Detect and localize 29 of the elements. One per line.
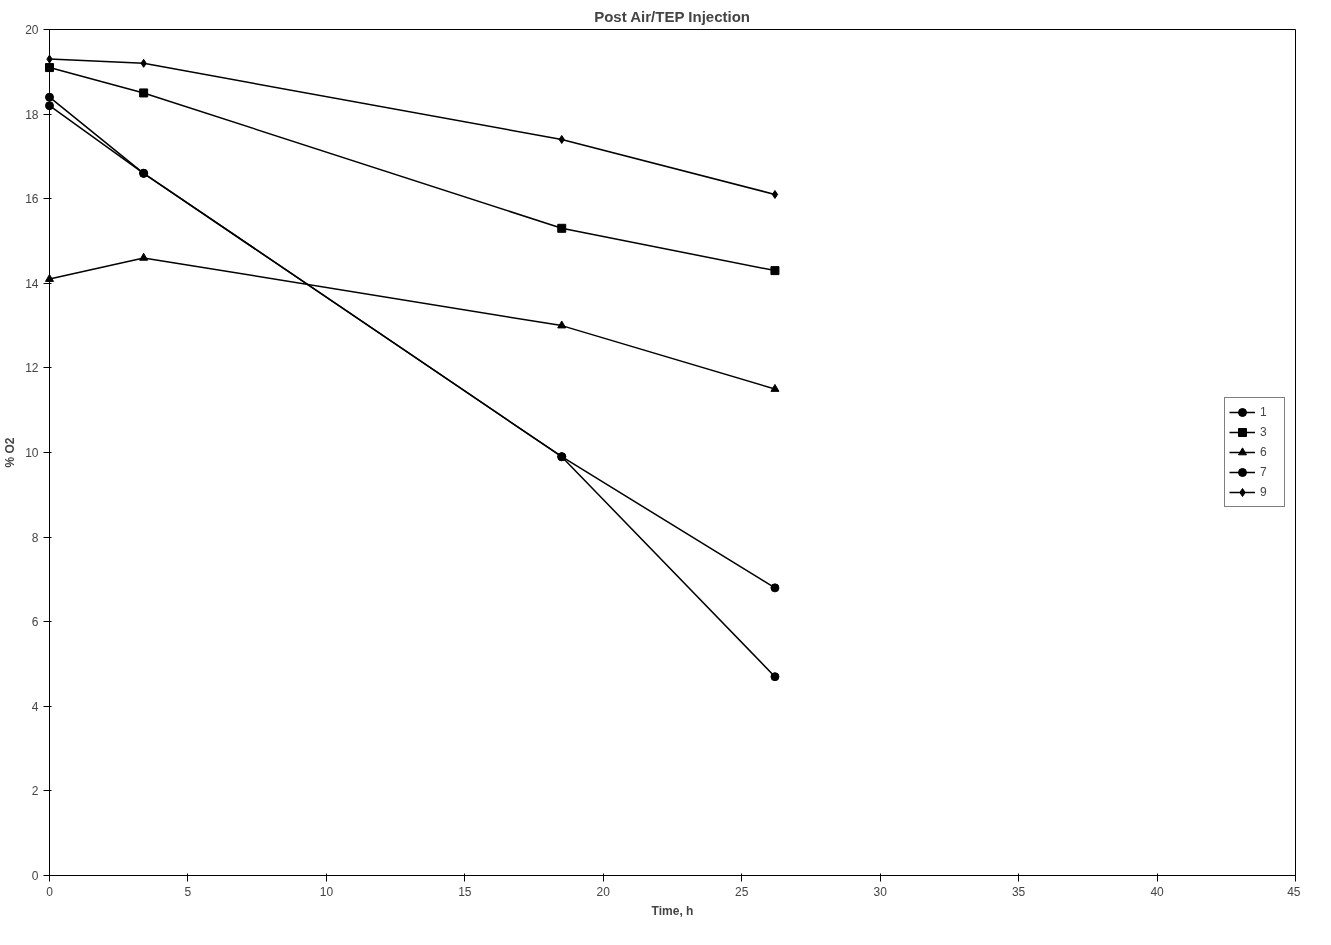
x-tick-label: 45 [1287,884,1301,899]
y-axis-title: % O2 [3,437,18,468]
x-tick-label: 20 [596,884,611,899]
legend-label: 6 [1260,444,1268,461]
y-tick-label: 10 [25,446,39,460]
y-tick-label: 8 [31,530,39,545]
y-tick-label: 0 [31,869,39,883]
y-tick-label: 20 [25,23,39,37]
x-tick-label: 25 [735,884,749,899]
x-tick-label: 15 [458,884,472,899]
legend-label: 3 [1260,424,1268,441]
y-tick-label: 14 [25,276,39,291]
x-tick-label: 30 [873,884,888,899]
legend-label: 1 [1260,404,1268,421]
x-tick-label: 35 [1011,884,1026,899]
x-tick-label: 10 [319,884,334,899]
x-axis-title: Time, h [651,903,694,918]
y-tick-label: 18 [25,107,39,122]
legend-label: 9 [1260,484,1268,501]
legend-label: 7 [1260,464,1268,481]
y-tick-label: 2 [31,784,39,799]
x-tick-label: 5 [184,884,192,899]
y-tick-label: 12 [25,361,39,376]
x-tick-label: 0 [46,884,54,899]
chart-title: Post Air/TEP Injection [594,7,751,25]
y-tick-label: 16 [25,192,39,207]
y-tick-label: 4 [31,699,39,714]
x-tick-label: 40 [1150,884,1165,899]
y-tick-label: 6 [31,615,39,630]
